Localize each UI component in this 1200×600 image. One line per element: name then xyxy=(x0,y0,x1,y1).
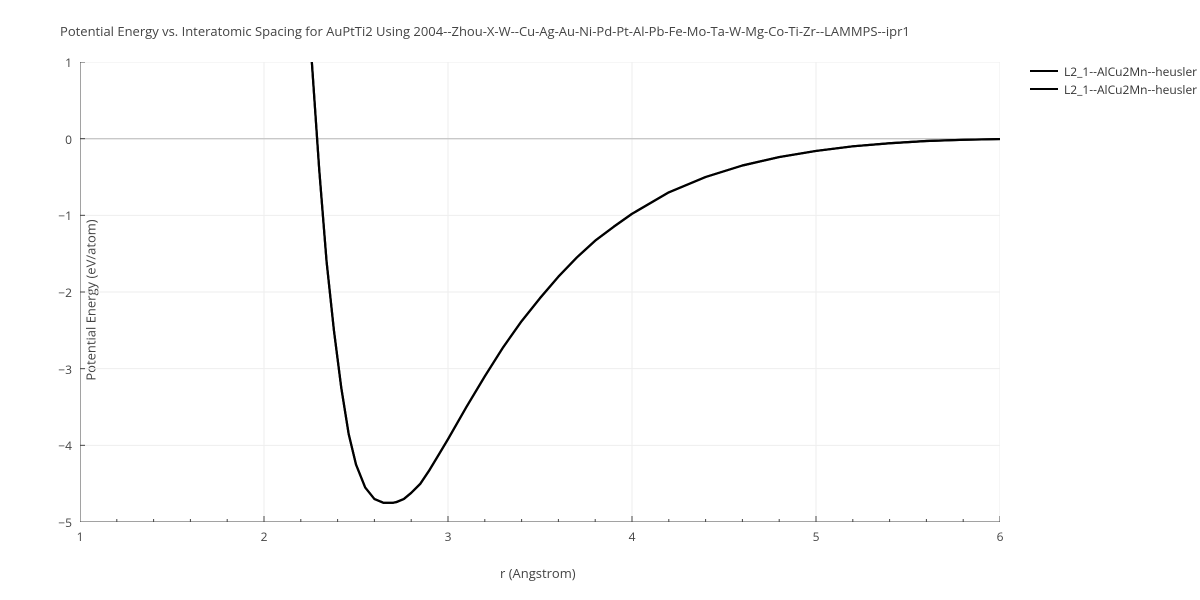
legend-swatch xyxy=(1030,70,1058,72)
plot-area[interactable] xyxy=(80,62,1000,522)
tick-label: −3 xyxy=(58,361,72,378)
tick-label: 1 xyxy=(65,54,72,71)
tick-label: 4 xyxy=(629,528,636,545)
gridlines xyxy=(80,62,1000,522)
tick-label: 6 xyxy=(997,528,1004,545)
legend-swatch xyxy=(1030,88,1058,90)
chart-container: Potential Energy vs. Interatomic Spacing… xyxy=(0,0,1200,600)
tick-label: −4 xyxy=(58,437,72,454)
tick-label: −1 xyxy=(58,207,72,224)
legend-item[interactable]: L2_1--AlCu2Mn--heusler xyxy=(1030,62,1197,80)
tick-label: 2 xyxy=(261,528,268,545)
series-line-1 xyxy=(312,62,1000,503)
legend-item[interactable]: L2_1--AlCu2Mn--heusler xyxy=(1030,80,1197,98)
tick-label: 3 xyxy=(445,528,452,545)
series-line-0 xyxy=(312,62,1000,503)
tick-label: 1 xyxy=(77,528,84,545)
legend-label: L2_1--AlCu2Mn--heusler xyxy=(1064,63,1197,80)
tick-label: −2 xyxy=(58,284,72,301)
tick-label: 5 xyxy=(813,528,820,545)
chart-title: Potential Energy vs. Interatomic Spacing… xyxy=(60,22,910,40)
legend-label: L2_1--AlCu2Mn--heusler xyxy=(1064,81,1197,98)
series-group xyxy=(312,62,1000,503)
tick-label: 0 xyxy=(65,131,72,148)
tick-label: −5 xyxy=(58,514,72,531)
legend[interactable]: L2_1--AlCu2Mn--heuslerL2_1--AlCu2Mn--heu… xyxy=(1030,62,1197,98)
plot-svg xyxy=(80,62,1000,522)
x-axis-label: r (Angstrom) xyxy=(500,564,576,582)
